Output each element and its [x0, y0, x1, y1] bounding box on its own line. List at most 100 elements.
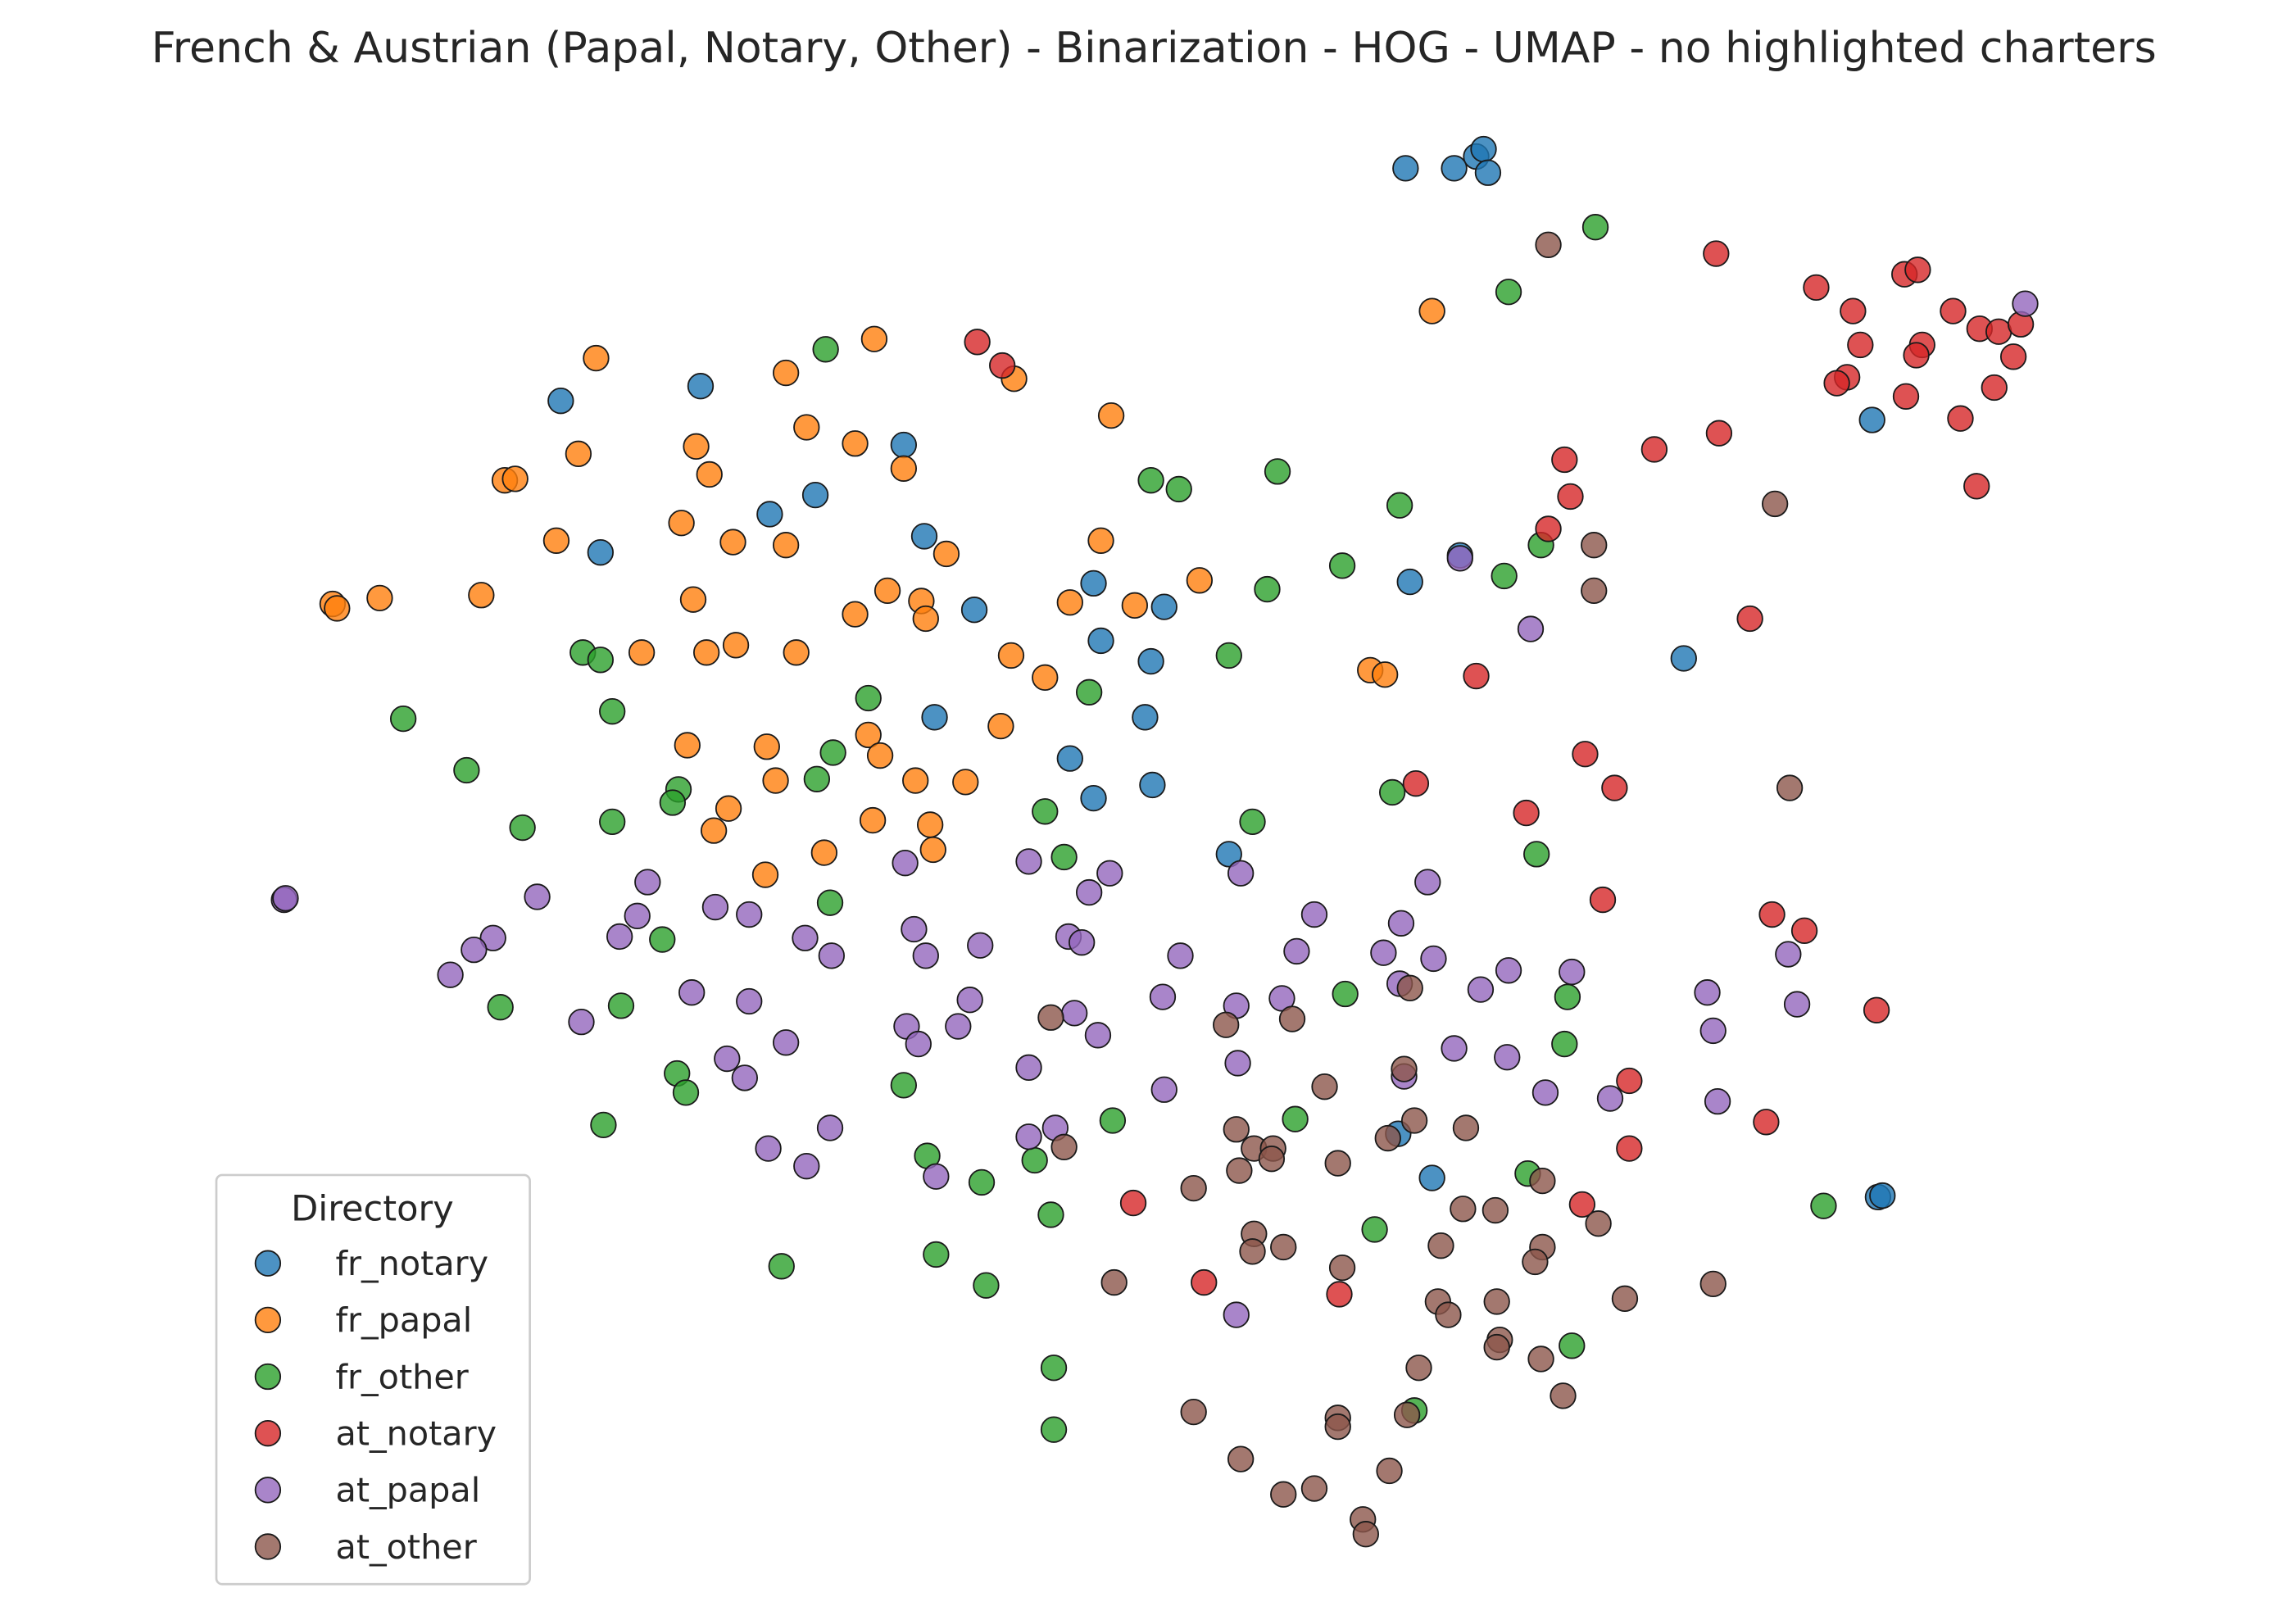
legend-marker-at_papal: [254, 1477, 282, 1504]
data-point-fr_other: [1559, 1332, 1586, 1359]
data-point-at_notary: [1616, 1067, 1643, 1095]
data-point-at_notary: [1568, 1191, 1596, 1218]
data-point-fr_other: [1165, 475, 1192, 503]
data-point-fr_papal: [542, 527, 570, 554]
data-point-at_papal: [634, 869, 661, 896]
data-point-at_papal: [1531, 1079, 1559, 1106]
data-point-fr_notary: [910, 523, 938, 550]
data-point-at_other: [1223, 1116, 1250, 1143]
legend-marker-fr_other: [254, 1363, 282, 1391]
data-point-fr_papal: [715, 795, 742, 822]
data-point-fr_other: [1099, 1107, 1127, 1134]
data-point-at_other: [1550, 1382, 1577, 1409]
data-point-at_notary: [1803, 274, 1830, 302]
data-point-at_papal: [816, 1114, 844, 1141]
data-point-at_papal: [736, 987, 763, 1015]
data-point-fr_other: [1040, 1416, 1068, 1443]
data-point-fr_other: [453, 756, 480, 784]
data-point-at_papal: [1704, 1087, 1731, 1115]
data-point-fr_notary: [801, 481, 829, 509]
data-point-at_notary: [1847, 331, 1874, 359]
data-point-at_other: [1213, 1011, 1240, 1038]
data-point-at_other: [1585, 1210, 1612, 1237]
data-point-fr_papal: [324, 595, 351, 622]
data-point-at_papal: [956, 987, 983, 1014]
data-point-at_notary: [1640, 436, 1668, 463]
legend-label-fr_papal: fr_papal: [336, 1300, 473, 1340]
data-point-at_papal: [606, 923, 633, 951]
data-point-at_notary: [1981, 374, 2008, 402]
data-point-at_notary: [1326, 1281, 1353, 1308]
data-point-fr_notary: [1470, 135, 1497, 163]
data-point-at_other: [1227, 1445, 1255, 1473]
data-point-at_notary: [1823, 370, 1850, 397]
data-point-fr_other: [599, 808, 626, 836]
data-point-fr_notary: [1418, 1164, 1445, 1191]
data-point-at_papal: [1517, 615, 1545, 642]
legend-item-at_other: at_other: [254, 1527, 477, 1567]
data-point-fr_other: [923, 1241, 950, 1268]
data-point-at_papal: [1224, 1050, 1251, 1077]
legend-label-at_notary: at_notary: [336, 1414, 497, 1454]
data-point-at_papal: [912, 942, 939, 969]
data-point-at_other: [1435, 1301, 1462, 1328]
legend-item-fr_notary: fr_notary: [254, 1244, 488, 1283]
legend-item-fr_papal: fr_papal: [254, 1300, 473, 1340]
data-point-at_papal: [1414, 869, 1441, 896]
data-point-fr_papal: [912, 605, 939, 633]
data-point-fr_other: [812, 336, 839, 363]
data-point-fr_papal: [793, 414, 820, 441]
data-point-at_other: [1258, 1146, 1286, 1173]
data-point-fr_papal: [722, 632, 750, 659]
data-point-at_notary: [1753, 1109, 1780, 1136]
data-point-fr_papal: [583, 344, 610, 372]
data-point-fr_other: [1332, 980, 1359, 1008]
data-point-at_papal: [1084, 1022, 1112, 1049]
data-point-fr_papal: [919, 836, 946, 864]
data-point-at_other: [1376, 1457, 1403, 1485]
data-point-at_other: [1050, 1133, 1078, 1160]
data-point-fr_papal: [683, 433, 710, 461]
data-point-fr_other: [1021, 1146, 1048, 1174]
data-point-at_other: [1324, 1413, 1351, 1441]
data-point-at_notary: [1703, 240, 1730, 267]
data-point-fr_papal: [866, 742, 894, 769]
data-point-fr_papal: [873, 577, 901, 605]
data-point-fr_notary: [921, 704, 948, 731]
data-point-at_other: [1405, 1355, 1432, 1382]
data-point-fr_other: [1050, 843, 1078, 871]
data-point-at_other: [1527, 1345, 1554, 1373]
data-point-at_notary: [1551, 446, 1578, 474]
data-point-at_papal: [892, 849, 919, 877]
data-point-fr_notary: [1080, 569, 1107, 597]
data-point-at_other: [1278, 1005, 1306, 1032]
data-point-at_notary: [1589, 886, 1617, 914]
data-point-fr_papal: [751, 861, 779, 888]
data-point-fr_notary: [1087, 627, 1114, 655]
data-point-fr_other: [607, 992, 635, 1019]
data-point-fr_other: [487, 994, 514, 1021]
data-point-at_notary: [1402, 770, 1430, 797]
data-point-at_papal: [1075, 878, 1103, 906]
data-point-fr_papal: [1056, 589, 1083, 616]
data-point-fr_papal: [917, 811, 944, 838]
data-point-at_notary: [989, 352, 1016, 379]
data-point-at_notary: [1947, 405, 1974, 432]
data-point-fr_papal: [468, 582, 495, 609]
data-point-at_papal: [905, 1030, 932, 1058]
data-point-fr_papal: [753, 733, 780, 760]
data-point-at_notary: [1557, 483, 1584, 511]
chart-title: French & Austrian (Papal, Notary, Other)…: [152, 24, 2157, 73]
data-point-at_papal: [736, 901, 763, 928]
data-point-fr_papal: [890, 455, 918, 482]
data-point-fr_papal: [501, 465, 529, 492]
data-point-fr_other: [855, 684, 882, 712]
data-point-fr_notary: [1670, 645, 1697, 672]
data-point-at_notary: [1840, 297, 1867, 324]
data-point-at_papal: [1441, 1035, 1468, 1062]
data-point-at_other: [1352, 1521, 1379, 1548]
data-point-at_papal: [1775, 941, 1802, 968]
data-point-at_papal: [792, 924, 819, 951]
data-point-at_papal: [461, 936, 488, 964]
data-point-at_papal: [1096, 860, 1123, 887]
